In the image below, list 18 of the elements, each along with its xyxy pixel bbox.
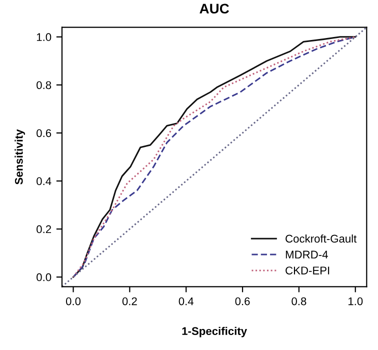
legend-label: CKD-EPI [286,266,330,274]
x-tick-label: 1.0 [348,297,363,306]
x-tick-label: 0.8 [292,297,306,306]
legend-label: Cockroft-Gault [286,234,357,243]
y-tick-label: 0.4 [36,177,52,186]
y-tick-label: 0.2 [36,225,52,234]
x-axis-title: 1-Specificity [182,326,247,338]
y-tick-label: 0.0 [36,273,52,282]
x-tick-label: 0.0 [66,297,81,306]
y-tick-label: 0.8 [36,81,52,90]
x-tick-label: 0.2 [122,297,137,306]
y-tick-label: 0.6 [36,129,52,138]
x-tick-label: 0.4 [178,297,194,306]
y-axis-title: Sensitivity [14,129,26,184]
x-tick-label: 0.6 [235,297,250,306]
chart-title: AUC [200,4,229,14]
y-tick-label: 1.0 [36,33,52,42]
legend-label: MDRD-4 [286,250,328,258]
